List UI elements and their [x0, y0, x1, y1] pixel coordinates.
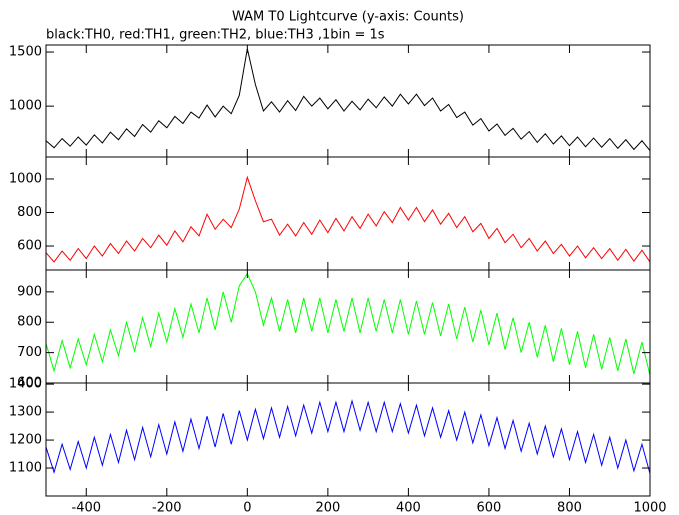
y-tick-label: 700 — [17, 345, 42, 360]
y-tick-label: 900 — [17, 284, 42, 299]
y-tick-label: 1300 — [9, 405, 42, 420]
y-tick-label: 1100 — [9, 461, 42, 476]
panel-frame — [45, 44, 651, 158]
panel-frame — [45, 156, 651, 271]
series-line — [45, 398, 651, 474]
x-tick-label: 600 — [477, 501, 502, 515]
y-tick-label: 800 — [17, 315, 42, 330]
x-tick-label: 1000 — [633, 501, 666, 515]
series-line — [45, 272, 651, 376]
y-tick-label: 1400 — [9, 377, 42, 392]
x-tick-label: 200 — [315, 501, 340, 515]
series-line — [45, 48, 651, 151]
chart-title: WAM T0 Lightcurve (y-axis: Counts) — [232, 10, 464, 25]
y-tick-label: 1000 — [9, 99, 42, 114]
x-tick-label: -200 — [152, 501, 182, 515]
y-tick-label: 600 — [17, 376, 42, 391]
y-tick-label: 1200 — [9, 433, 42, 448]
y-tick-label: 800 — [17, 205, 42, 220]
series-line — [45, 175, 651, 263]
panel-frame — [45, 382, 651, 497]
x-tick-label: -400 — [72, 501, 102, 515]
x-tick-label: 0 — [243, 501, 251, 515]
panel-frame — [45, 269, 651, 384]
y-tick-label: 1500 — [9, 45, 42, 60]
chart-subtitle: black:TH0, red:TH1, green:TH2, blue:TH3 … — [46, 28, 385, 43]
x-tick-label: 800 — [557, 501, 582, 515]
x-tick-label: 400 — [396, 501, 421, 515]
y-tick-label: 1000 — [9, 171, 42, 186]
y-tick-label: 600 — [17, 239, 42, 254]
